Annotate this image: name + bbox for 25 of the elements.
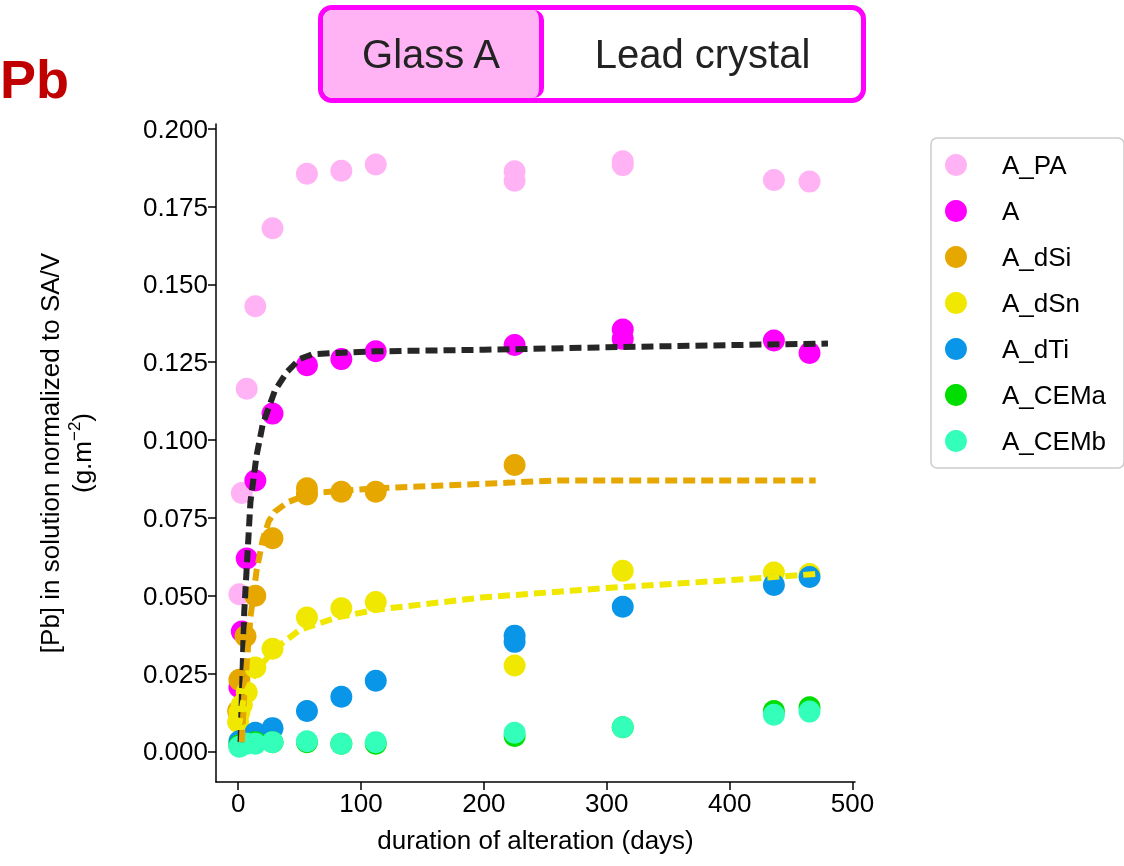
- segmented-toggle: Glass A Lead crystal: [318, 5, 866, 103]
- x-tick-label: 400: [707, 788, 752, 818]
- y-tick-label: 0.050: [142, 580, 208, 611]
- legend-label: A_dSn: [1001, 288, 1081, 318]
- x-tick-label: 300: [585, 788, 629, 818]
- y-tick-label: 0.000: [142, 736, 208, 767]
- y-tick-label: 0.150: [142, 269, 208, 300]
- chart-title: Pb: [0, 48, 70, 110]
- legend-label: A_CEMa: [1001, 380, 1107, 410]
- x-tick-label: 100: [339, 788, 383, 818]
- legend-label: A_dSi: [1001, 242, 1072, 272]
- x-tick-label: 500: [830, 788, 875, 818]
- legend-label: A_dTi: [1001, 334, 1069, 364]
- legend-label: A_PA: [1001, 150, 1068, 180]
- x-tick-label: 0: [230, 788, 246, 818]
- legend-label: A_CEMb: [1001, 426, 1107, 456]
- y-tick-label: 0.200: [142, 113, 208, 144]
- x-axis-title: duration of alteration (days): [377, 825, 694, 855]
- y-tick-label: 0.025: [142, 658, 208, 689]
- legend-label: A: [1001, 196, 1020, 226]
- y-tick-label: 0.075: [142, 502, 208, 533]
- y-tick-label: 0.100: [142, 425, 208, 456]
- x-tick-label: 200: [462, 788, 506, 818]
- y-tick-label: 0.125: [142, 347, 208, 378]
- y-tick-label: 0.175: [142, 191, 208, 222]
